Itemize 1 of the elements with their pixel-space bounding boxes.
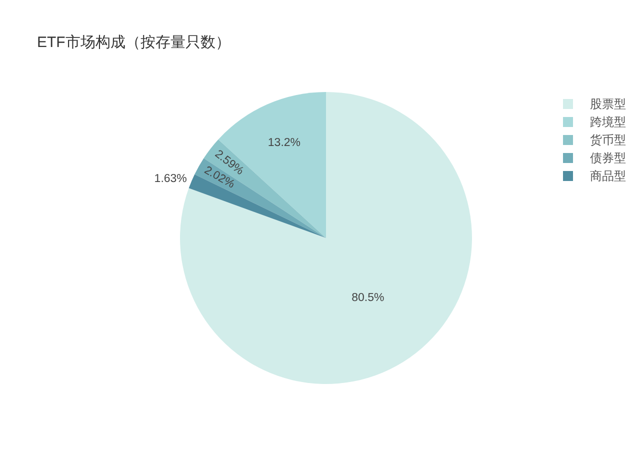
title: ETF市场构成（按存量只数） [37, 34, 230, 51]
